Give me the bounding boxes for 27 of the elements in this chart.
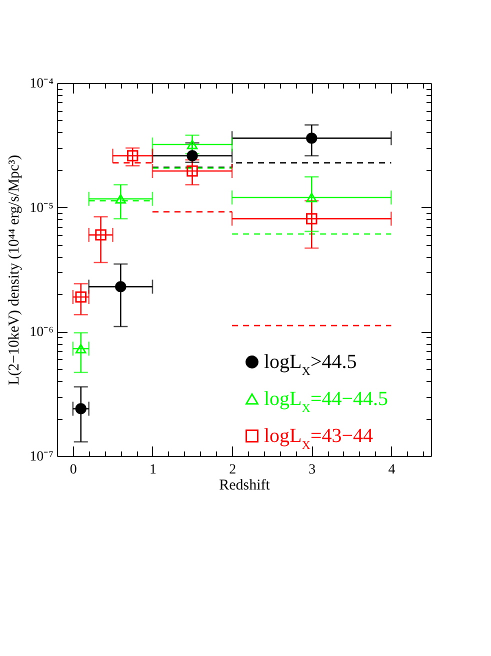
legend-label: logL$_{X}$>44.5 bbox=[264, 351, 357, 378]
point bbox=[306, 132, 318, 144]
y-tick-label: 10⁻⁷ bbox=[30, 450, 54, 464]
point bbox=[186, 165, 198, 177]
y-axis-title: L(2−10keV) density (10⁴⁴ erg/s/Mpc³) bbox=[6, 154, 23, 386]
x-tick-label: 4 bbox=[388, 462, 396, 478]
y-tick-label: 10⁻⁵ bbox=[30, 200, 54, 216]
point bbox=[95, 229, 106, 241]
y-tick-label: 10⁻⁴ bbox=[30, 76, 54, 92]
point bbox=[306, 213, 318, 224]
x-tick-label: 0 bbox=[70, 462, 77, 478]
point bbox=[115, 281, 126, 292]
point bbox=[76, 344, 86, 354]
x-tick-label: 2 bbox=[229, 462, 236, 478]
x-tick-label: 1 bbox=[149, 462, 156, 478]
point bbox=[186, 150, 198, 162]
point bbox=[75, 291, 86, 303]
point bbox=[126, 150, 138, 162]
legend-label: logL$_{X}$=43−44 bbox=[264, 425, 374, 452]
legend-label: logL$_{X}$=44−44.5 bbox=[264, 388, 388, 415]
point bbox=[186, 140, 198, 150]
point bbox=[306, 192, 317, 202]
y-tick-label: 10⁻⁶ bbox=[30, 325, 54, 340]
point bbox=[115, 194, 126, 204]
x-axis-title: Redshift bbox=[219, 478, 271, 494]
point bbox=[75, 403, 86, 414]
x-tick-label: 3 bbox=[308, 462, 316, 478]
